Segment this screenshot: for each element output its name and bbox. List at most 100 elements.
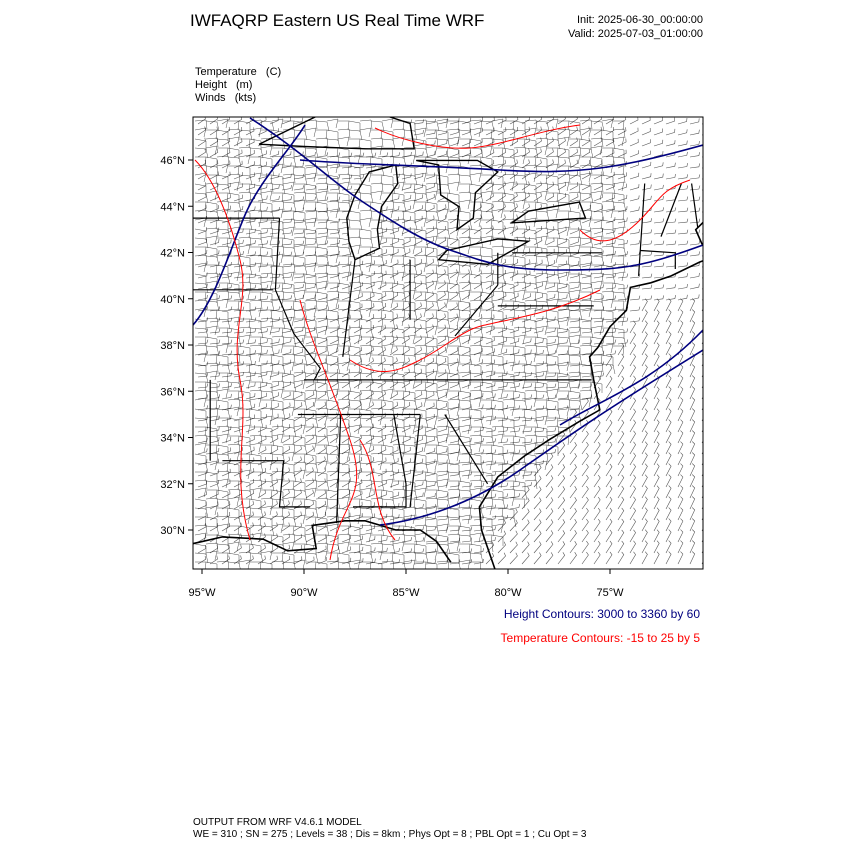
county-line <box>293 534 308 546</box>
county-line <box>348 244 361 255</box>
wind-barb <box>221 117 230 125</box>
county-line <box>470 561 482 569</box>
county-line <box>491 273 506 285</box>
county-line <box>238 551 252 562</box>
county-line <box>249 408 262 420</box>
county-line <box>612 246 627 258</box>
county-line <box>371 309 383 320</box>
wind-barb <box>677 518 684 532</box>
wind-barb <box>437 425 447 433</box>
wind-barb <box>605 250 616 257</box>
wind-barb <box>665 507 672 521</box>
wind-barb <box>653 551 660 565</box>
county-line <box>502 156 517 168</box>
wind-barb <box>689 529 696 543</box>
wind-barb <box>221 393 232 400</box>
county-line <box>249 417 264 429</box>
wind-barb <box>545 372 557 378</box>
county-line <box>260 280 273 291</box>
county-line <box>271 478 284 489</box>
wind-barb <box>581 306 592 312</box>
wind-barb <box>329 557 339 565</box>
county-line <box>579 273 592 285</box>
wind-barb <box>449 471 460 477</box>
county-line <box>327 552 339 563</box>
county-line <box>612 173 626 184</box>
wind-barb <box>653 320 660 334</box>
wind-barb <box>233 468 243 477</box>
wind-barb <box>377 324 386 334</box>
county-line <box>558 345 570 356</box>
county-line <box>293 506 307 517</box>
county-line <box>305 201 317 212</box>
wind-barb <box>281 196 292 202</box>
wind-barb <box>305 401 315 411</box>
county-line <box>590 210 605 222</box>
wind-barb <box>677 174 688 180</box>
county-line <box>612 128 626 139</box>
county-line <box>459 228 471 239</box>
county-line <box>348 146 362 157</box>
wind-barb <box>533 405 545 411</box>
wind-barb <box>329 423 338 433</box>
county-line <box>293 334 306 345</box>
county-line <box>458 506 472 517</box>
county-line <box>590 255 605 267</box>
county-line <box>480 435 495 447</box>
wind-barb <box>437 346 447 356</box>
wind-barb <box>245 127 255 136</box>
county-line <box>348 236 362 247</box>
county-line <box>392 147 405 159</box>
wind-barb <box>353 445 362 455</box>
wind-barb <box>545 530 554 543</box>
wind-barb <box>605 328 617 334</box>
wind-barb <box>689 129 700 136</box>
wind-barb <box>689 397 696 411</box>
wind-barb <box>629 317 641 323</box>
wind-barb <box>305 337 315 345</box>
wind-barb <box>197 361 209 367</box>
wind-barb <box>257 295 269 301</box>
wind-barb <box>665 298 672 312</box>
county-line <box>436 388 449 399</box>
wind-barb <box>293 423 303 433</box>
wind-barb <box>593 372 605 378</box>
wind-barb <box>413 151 424 158</box>
county-line <box>271 498 286 510</box>
county-line <box>249 552 264 564</box>
county-line <box>503 480 515 491</box>
county-line <box>216 453 231 465</box>
county-line <box>436 318 451 330</box>
county-line <box>601 298 614 309</box>
county-line <box>271 354 284 366</box>
wind-barb <box>533 282 543 290</box>
county-line <box>502 516 517 528</box>
wind-barb <box>245 489 255 499</box>
wind-barb <box>521 181 530 191</box>
wind-barb <box>449 236 458 246</box>
county-line <box>524 397 537 408</box>
county-line <box>359 417 374 429</box>
wind-barb <box>533 372 544 378</box>
wind-barb <box>209 480 219 488</box>
wind-barb <box>197 383 209 389</box>
county-line <box>304 417 319 429</box>
county-line <box>469 442 482 453</box>
county-line <box>304 262 317 273</box>
county-line <box>403 120 416 132</box>
county-line <box>458 199 471 210</box>
wind-barb <box>665 117 675 125</box>
wind-barb <box>341 379 350 389</box>
county-line <box>238 534 253 546</box>
county-line <box>227 541 240 552</box>
wind-barb <box>221 182 231 191</box>
wind-barb <box>341 523 351 532</box>
wind-barb <box>389 446 399 455</box>
county-line <box>260 137 274 148</box>
county-line <box>260 120 275 132</box>
wind-barb <box>209 182 219 191</box>
wind-barb <box>245 149 255 158</box>
county-line <box>447 173 461 184</box>
wind-barb <box>653 309 660 323</box>
wind-barb <box>449 537 461 543</box>
